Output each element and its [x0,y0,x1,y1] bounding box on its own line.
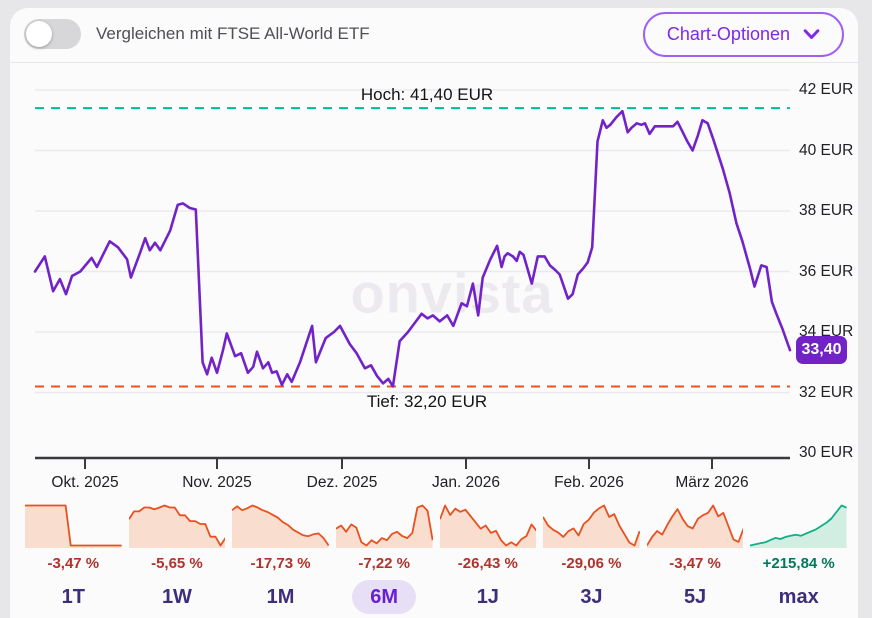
range-label: 1M [266,586,295,608]
range-tab-1M[interactable]: -17,73 % 1M [232,503,329,615]
range-tab-5J[interactable]: -3,47 % 5J [646,503,744,615]
range-label: 5J [683,586,707,608]
y-tick-label: 32 EUR [799,383,854,401]
toggle-knob-icon [26,21,52,47]
last-price-badge: 33,40 [796,336,847,365]
range-tab-1T[interactable]: -3,47 % 1T [25,503,122,615]
range-tab-3J[interactable]: -29,06 % 3J [543,503,640,615]
sparkline-1M [232,504,329,548]
range-change: -3,47 % [669,555,721,572]
y-tick-label: 42 EUR [799,81,854,98]
range-label: max [778,586,819,608]
x-tick-label: Nov. 2025 [182,474,252,491]
range-change: -17,73 % [250,555,311,572]
range-selector: -3,47 % 1T -5,65 % 1W -17,73 % 1M -7,22 … [25,503,847,615]
range-tab-1J[interactable]: -26,43 % 1J [439,503,537,615]
range-change: +215,84 % [762,555,835,572]
sparkline-max [750,504,847,548]
range-tab-1W[interactable]: -5,65 % 1W [128,503,226,615]
range-change: -26,43 % [457,555,518,572]
range-tab-6M[interactable]: -7,22 % 6M [335,503,433,615]
sparkline-6M [335,504,433,548]
chart-options-button[interactable]: Chart-Optionen [642,11,844,57]
range-label: 1W [161,586,192,608]
range-label: 1T [61,586,85,608]
x-tick-label: Okt. 2025 [51,474,119,491]
x-tick-label: Feb. 2026 [554,474,624,491]
y-tick-label: 40 EUR [799,141,854,159]
sparkline-1J [439,504,537,548]
y-tick-label: 30 EUR [799,444,854,461]
range-change: -29,06 % [561,555,622,572]
chart-options-label: Chart-Optionen [666,23,790,44]
sparkline-1T [25,504,122,548]
low-label: Tief: 32,20 EUR [366,392,488,412]
x-tick-label: Jan. 2026 [431,474,501,491]
range-label: 1J [476,586,499,608]
range-label: 3J [580,586,603,608]
y-tick-label: 34 EUR [799,323,854,340]
x-tick-label: Dez. 2025 [306,474,378,491]
chevron-down-icon [803,28,820,39]
y-tick-label: 38 EUR [799,202,854,219]
range-change: -7,22 % [358,555,411,572]
sparkline-1W [128,504,226,548]
range-change: -5,65 % [151,555,203,572]
chart-header: Vergleichen mit FTSE All-World ETF Chart… [24,11,844,57]
header-divider [10,62,858,63]
range-label: 6M [352,580,417,614]
y-tick-label: 36 EUR [799,262,854,280]
sparkline-5J [646,504,744,548]
compare-toggle-group: Vergleichen mit FTSE All-World ETF [24,19,370,49]
range-change: -3,47 % [47,555,100,572]
range-tab-max[interactable]: +215,84 % max [750,503,847,615]
compare-toggle-label: Vergleichen mit FTSE All-World ETF [96,24,370,43]
x-tick-label: März 2026 [675,474,749,491]
sparkline-3J [543,504,640,548]
high-label: Hoch: 41,40 EUR [360,85,494,105]
compare-toggle[interactable] [24,19,81,49]
